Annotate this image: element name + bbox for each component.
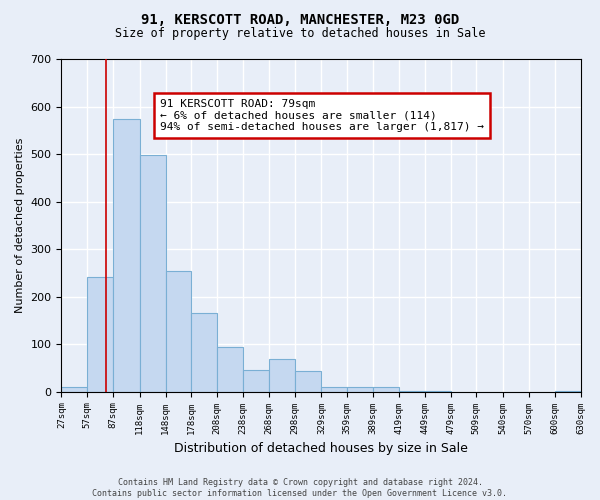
Y-axis label: Number of detached properties: Number of detached properties xyxy=(15,138,25,313)
Text: 91 KERSCOTT ROAD: 79sqm
← 6% of detached houses are smaller (114)
94% of semi-de: 91 KERSCOTT ROAD: 79sqm ← 6% of detached… xyxy=(160,99,484,132)
Bar xyxy=(425,390,451,392)
Text: Contains HM Land Registry data © Crown copyright and database right 2024.
Contai: Contains HM Land Registry data © Crown c… xyxy=(92,478,508,498)
Bar xyxy=(373,387,399,392)
Text: Size of property relative to detached houses in Sale: Size of property relative to detached ho… xyxy=(115,28,485,40)
Bar xyxy=(322,387,347,392)
Bar xyxy=(399,390,425,392)
X-axis label: Distribution of detached houses by size in Sale: Distribution of detached houses by size … xyxy=(174,442,468,455)
Bar xyxy=(554,390,581,392)
Bar xyxy=(166,272,191,392)
Bar xyxy=(191,314,217,392)
Bar xyxy=(87,276,113,392)
Bar xyxy=(61,387,87,392)
Bar xyxy=(140,156,166,392)
Bar xyxy=(217,348,243,392)
Text: 91, KERSCOTT ROAD, MANCHESTER, M23 0GD: 91, KERSCOTT ROAD, MANCHESTER, M23 0GD xyxy=(141,12,459,26)
Bar xyxy=(269,360,295,392)
Bar xyxy=(347,387,373,392)
Bar xyxy=(243,370,269,392)
Bar xyxy=(295,372,322,392)
Bar xyxy=(113,120,140,392)
